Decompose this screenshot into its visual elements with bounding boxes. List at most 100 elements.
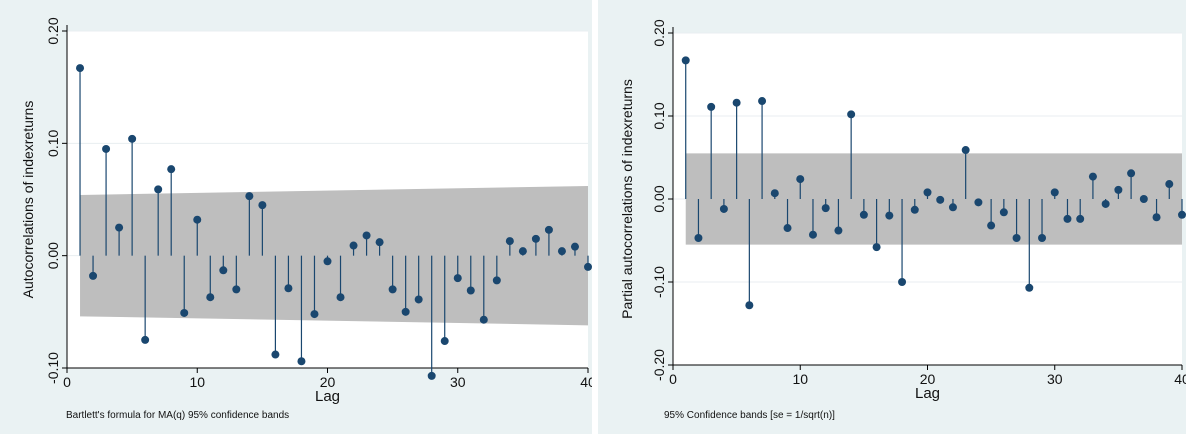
lag-marker <box>758 97 767 106</box>
lag-marker <box>1076 214 1085 223</box>
lag-marker <box>206 293 215 302</box>
lag-marker <box>297 357 306 366</box>
lag-marker <box>898 278 907 286</box>
lag-marker <box>89 271 98 280</box>
lag-marker <box>745 301 754 310</box>
lag-marker <box>694 234 703 243</box>
pacf-chart: -0.20 -0.10 0.00 0.10 0.20 0 10 20 30 40 Lag Partia… <box>619 19 1186 402</box>
lag-marker <box>1088 172 1097 181</box>
lag-marker <box>999 208 1008 217</box>
lag-marker <box>707 102 716 111</box>
x-tick-label: 40 <box>580 374 592 390</box>
lag-marker <box>821 204 830 213</box>
y-axis-title: Autocorrelations of indexreturns <box>20 101 36 299</box>
x-axis-title: Lag <box>915 385 940 402</box>
lag-marker <box>141 335 150 344</box>
x-tick-label: 20 <box>320 374 336 390</box>
lag-marker <box>847 110 856 119</box>
lag-marker <box>570 242 579 251</box>
lag-marker <box>414 295 423 304</box>
y-tick-label: -0.10 <box>651 266 667 298</box>
lag-marker <box>1050 188 1059 197</box>
y-tick-label: 0.20 <box>45 17 61 44</box>
lag-marker <box>910 205 919 214</box>
lag-marker <box>974 198 983 207</box>
lag-marker <box>180 308 189 317</box>
lag-marker <box>1178 210 1186 219</box>
lag-marker <box>681 56 690 65</box>
lag-marker <box>1063 214 1072 223</box>
lag-marker <box>479 315 488 324</box>
lag-marker <box>115 223 124 232</box>
lag-marker <box>834 226 843 235</box>
lag-marker <box>1139 195 1148 203</box>
lag-marker <box>323 257 332 266</box>
x-tick-label: 0 <box>63 374 71 390</box>
lag-marker <box>518 247 527 256</box>
x-tick-label: 30 <box>1047 371 1063 387</box>
y-tick-label: -0.10 <box>45 352 61 384</box>
lag-marker <box>1152 213 1161 222</box>
lag-marker <box>492 276 501 285</box>
lag-marker <box>1101 199 1110 208</box>
y-tick-label: 0.10 <box>45 129 61 156</box>
lag-marker <box>808 230 817 239</box>
x-tick-label: 10 <box>792 371 808 387</box>
lag-marker <box>466 286 475 295</box>
lag-marker <box>271 350 280 359</box>
lag-marker <box>154 185 163 194</box>
x-tick-label: 40 <box>1174 371 1186 387</box>
lag-marker <box>375 238 384 247</box>
lag-marker <box>961 146 970 155</box>
y-tick-label: 0.10 <box>651 102 667 129</box>
x-tick-label: 10 <box>189 374 205 390</box>
lag-marker <box>193 215 202 224</box>
confidence-band <box>685 153 1182 245</box>
lag-marker <box>557 247 566 256</box>
lag-marker <box>388 285 397 294</box>
lag-marker <box>531 234 540 243</box>
lag-marker <box>336 293 345 302</box>
lag-marker <box>440 337 449 346</box>
y-tick-label: 0.20 <box>651 19 667 46</box>
lag-marker <box>76 64 85 73</box>
lag-marker <box>885 211 894 220</box>
acf-chart: -0.10 0.00 0.10 0.20 0 10 20 30 40 Lag Autocorrela… <box>20 17 592 405</box>
lag-marker <box>245 192 254 201</box>
lag-marker <box>987 221 996 230</box>
lag-marker <box>362 231 371 240</box>
x-axis-title: Lag <box>315 388 340 405</box>
lag-marker <box>1114 185 1123 194</box>
lag-marker <box>872 243 881 252</box>
lag-marker <box>770 189 779 198</box>
lag-marker <box>453 274 462 283</box>
lag-marker <box>128 134 137 143</box>
lag-marker <box>1165 180 1174 189</box>
lag-marker <box>544 225 553 234</box>
lag-marker <box>948 203 957 212</box>
lag-marker <box>732 98 741 107</box>
lag-marker <box>349 241 358 250</box>
lag-marker <box>219 266 228 275</box>
x-tick-label: 0 <box>669 371 677 387</box>
lag-marker <box>1127 169 1136 178</box>
lag-marker <box>167 165 176 174</box>
y-tick-label: 0.00 <box>651 185 667 212</box>
lag-marker <box>796 175 805 184</box>
lag-marker <box>310 310 319 319</box>
lag-marker <box>427 371 436 380</box>
y-tick-label: 0.00 <box>45 242 61 269</box>
lag-marker <box>1025 283 1034 292</box>
lag-marker <box>232 285 241 294</box>
lag-marker <box>1012 234 1021 243</box>
y-tick-label: -0.20 <box>651 349 667 381</box>
lag-marker <box>1038 234 1047 243</box>
lag-marker <box>859 210 868 219</box>
lag-marker <box>584 262 592 271</box>
lag-marker <box>258 201 267 210</box>
acf-note: Bartlett's formula for MA(q) 95% confide… <box>66 410 290 421</box>
lag-marker <box>923 188 932 197</box>
x-tick-label: 20 <box>920 371 936 387</box>
pacf-panel: -0.20 -0.10 0.00 0.10 0.20 0 10 20 30 40 Lag Partia… <box>598 0 1186 434</box>
lag-marker <box>719 204 728 213</box>
